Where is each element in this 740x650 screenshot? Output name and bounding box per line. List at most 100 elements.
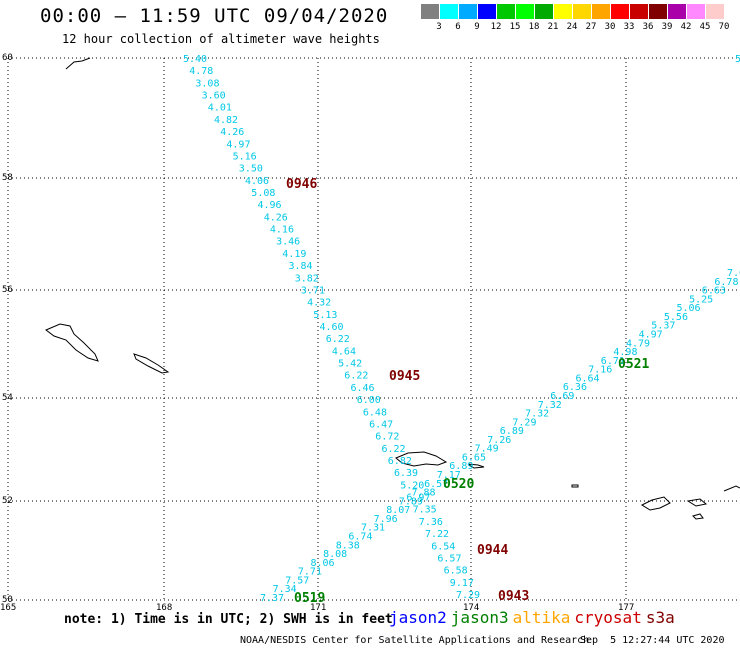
swh-value: 8.07 xyxy=(386,505,410,516)
legend-swatch xyxy=(687,4,706,19)
swh-value: 6.71 xyxy=(601,356,625,367)
lat-label: 56 xyxy=(2,285,13,295)
legend-swatch xyxy=(630,4,649,19)
swh-value: 6.57 xyxy=(437,554,461,565)
map-title: 00:00 – 11:59 UTC 09/04/2020 xyxy=(40,5,389,27)
swh-value: 8.38 xyxy=(336,540,360,551)
legend-swatch xyxy=(421,4,440,19)
swh-value: 4.06 xyxy=(245,176,269,187)
swh-value: 5.08 xyxy=(251,188,275,199)
legend-swatch xyxy=(592,4,611,19)
lon-label: 168 xyxy=(156,603,172,613)
swh-value: 7.32 xyxy=(538,400,562,411)
pass-time-label: 0520 xyxy=(443,477,474,492)
swh-value: 6.72 xyxy=(375,432,399,443)
swh-value: 7.37 xyxy=(260,593,284,604)
track-sw-ne: 7.377.347.577.718.068.088.386.747.317.96… xyxy=(260,268,740,606)
island-east-5 xyxy=(723,485,740,492)
swh-value: 6.39 xyxy=(394,468,418,479)
legend-swatch xyxy=(459,4,478,19)
legend-label: 27 xyxy=(585,22,597,32)
swh-value: 3.84 xyxy=(289,261,313,272)
lat-label: 58 xyxy=(2,173,13,183)
island-east-3 xyxy=(686,498,708,507)
swh-value: 6.69 xyxy=(550,391,574,402)
island-east-1 xyxy=(571,484,579,488)
swh-value: 7.31 xyxy=(361,523,385,534)
swh-value: 5.25 xyxy=(689,294,713,305)
swh-value: 6.54 xyxy=(431,541,455,552)
credit-text: NOAA/NESDIS Center for Satellite Applica… xyxy=(240,635,590,646)
swh-value: 3.46 xyxy=(276,237,300,248)
legend-label: 45 xyxy=(699,22,711,32)
swh-value: 6.74 xyxy=(348,532,372,543)
swh-value: 4.16 xyxy=(270,225,294,236)
legend-swatch xyxy=(440,4,459,19)
swh-value: 6.89 xyxy=(500,426,524,437)
pass-time-label: 0945 xyxy=(389,369,420,384)
lon-label: 174 xyxy=(463,603,479,613)
legend-label: 3 xyxy=(436,22,442,32)
swh-value: 6.46 xyxy=(351,383,375,394)
legend-swatch xyxy=(573,4,592,19)
legend-label: 70 xyxy=(718,22,730,32)
swh-value: 4.98 xyxy=(613,347,637,358)
swh-value: 4.97 xyxy=(226,139,250,150)
swh-value: 6.58 xyxy=(444,566,468,577)
satellite-label: altika xyxy=(512,608,571,627)
swh-value: 6.65 xyxy=(462,453,486,464)
swh-value: 6.22 xyxy=(382,444,406,455)
swh-value: 7.32 xyxy=(525,409,549,420)
legend-swatch xyxy=(535,4,554,19)
legend-unit: (ft) xyxy=(737,22,740,32)
swh-value: 6.22 xyxy=(326,334,350,345)
swh-value: 7.17 xyxy=(437,470,461,481)
swh-value: 7.16 xyxy=(588,365,612,376)
lat-label: 60 xyxy=(2,53,13,63)
swh-value: 7.35 xyxy=(413,505,437,516)
swh-value: 9.17 xyxy=(450,578,474,589)
pass-time-label: 0946 xyxy=(286,177,317,192)
swh-value: 4.32 xyxy=(307,298,331,309)
lon-label: 177 xyxy=(618,603,634,613)
swh-value: 8.08 xyxy=(323,549,347,560)
legend-label: 9 xyxy=(474,22,480,32)
pass-time-label: 0521 xyxy=(618,357,649,372)
swh-value: 4.79 xyxy=(626,338,650,349)
legend-label: 33 xyxy=(623,22,635,32)
legend-label: 24 xyxy=(566,22,578,32)
coastlines xyxy=(45,57,740,520)
swh-value: 6.63 xyxy=(702,286,726,297)
swh-value: 6.00 xyxy=(357,395,381,406)
lat-label: 54 xyxy=(2,393,13,403)
swh-value: 4.60 xyxy=(320,322,344,333)
swh-value: 5.06 xyxy=(677,303,701,314)
island-east-2 xyxy=(640,496,671,511)
legend-swatch xyxy=(497,4,516,19)
swh-value: 4.64 xyxy=(332,346,356,357)
timestamp-text: Sep 5 12:27:44 UTC 2020 xyxy=(580,635,725,646)
swh-value: 7.34 xyxy=(273,584,297,595)
swh-value: 6.22 xyxy=(344,371,368,382)
island-center xyxy=(395,451,448,467)
swh-value: 7.88 xyxy=(412,488,436,499)
swh-value: 6.47 xyxy=(369,420,393,431)
pass-time-label: 0943 xyxy=(498,589,529,604)
swh-value: 4.96 xyxy=(258,200,282,211)
swh-value: 6.57 xyxy=(424,479,448,490)
legend-swatch xyxy=(478,4,497,19)
satellite-label: jason2 xyxy=(389,608,447,627)
swh-value: 7.71 xyxy=(298,567,322,578)
legend-label: 6 xyxy=(455,22,461,32)
island-center-2 xyxy=(467,463,485,469)
swh-value: 4.78 xyxy=(189,66,213,77)
pass-time-label: 0519 xyxy=(294,591,325,606)
lon-label: 165 xyxy=(0,603,16,613)
satellite-label: s3a xyxy=(645,608,675,627)
legend-label: 39 xyxy=(661,22,673,32)
satellite-label: jason3 xyxy=(450,608,509,627)
swh-value: 7.36 xyxy=(419,517,443,528)
swh-value: 4.26 xyxy=(264,212,288,223)
